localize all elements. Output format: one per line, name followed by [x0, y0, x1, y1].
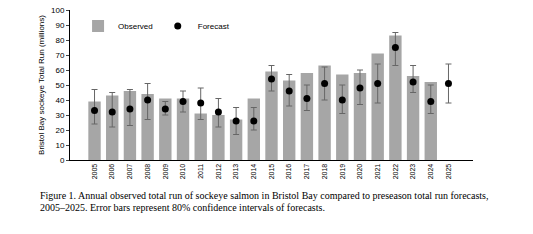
- svg-text:60: 60: [55, 66, 64, 75]
- svg-text:2016: 2016: [285, 164, 292, 180]
- svg-text:2017: 2017: [303, 164, 310, 180]
- svg-text:50: 50: [55, 81, 64, 90]
- svg-text:80: 80: [55, 36, 64, 45]
- svg-text:20: 20: [55, 126, 64, 135]
- svg-text:2021: 2021: [374, 164, 381, 180]
- svg-text:2011: 2011: [197, 164, 204, 179]
- svg-text:2015: 2015: [268, 164, 275, 180]
- svg-text:40: 40: [55, 96, 64, 105]
- svg-text:100: 100: [51, 6, 65, 15]
- html-text:Figure 1. Annual observed tota: Figure 1. Annual observed total run of s…: [40, 190, 489, 213]
- svg-text:2024: 2024: [427, 164, 434, 180]
- svg-text:10: 10: [55, 141, 64, 150]
- svg-text:Bristol Bay sockeye Total Run: Bristol Bay sockeye Total Run (millions): [37, 15, 46, 155]
- svg-text:Forecast: Forecast: [198, 22, 230, 31]
- svg-text:2006: 2006: [108, 164, 115, 180]
- svg-text:2008: 2008: [144, 164, 151, 180]
- svg-text:2023: 2023: [409, 164, 416, 180]
- svg-text:2007: 2007: [126, 164, 133, 180]
- svg-text:2014: 2014: [250, 164, 257, 180]
- svg-text:0: 0: [60, 156, 65, 165]
- svg-text:2022: 2022: [392, 164, 399, 180]
- svg-text:2018: 2018: [321, 164, 328, 180]
- svg-text:2019: 2019: [339, 164, 346, 180]
- svg-text:2005: 2005: [91, 164, 98, 180]
- svg-text:70: 70: [55, 51, 64, 60]
- svg-text:2010: 2010: [179, 164, 186, 180]
- svg-text:Observed: Observed: [118, 22, 153, 31]
- svg-text:30: 30: [55, 111, 64, 120]
- svg-text:2020: 2020: [356, 164, 363, 180]
- svg-text:2009: 2009: [162, 164, 169, 180]
- svg-text:2025: 2025: [445, 164, 452, 180]
- svg-text:90: 90: [55, 21, 64, 30]
- svg-text:2012: 2012: [215, 164, 222, 180]
- svg-text:2013: 2013: [232, 164, 239, 180]
